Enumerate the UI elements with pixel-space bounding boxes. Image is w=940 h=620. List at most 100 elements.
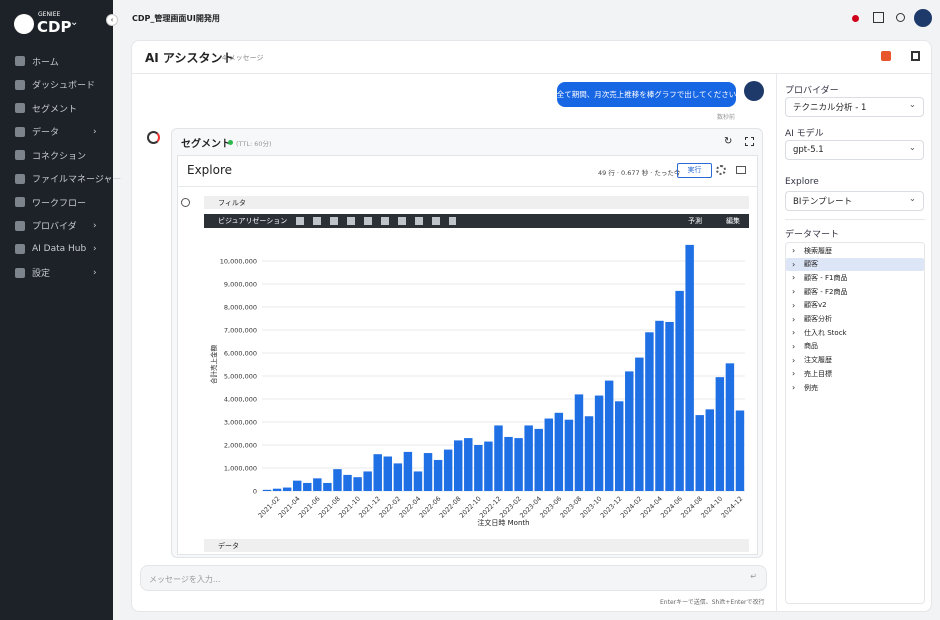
query-stats: 49 行 · 0.677 秒 · たった今 <box>598 169 681 177</box>
y-tick-label: 8,000,000 <box>224 304 257 312</box>
bar <box>262 489 272 491</box>
y-tick-label: 2,000,000 <box>224 442 257 450</box>
nav-icon <box>15 150 25 160</box>
datamart-item[interactable]: 顧客v2 › <box>792 300 827 310</box>
export-button[interactable] <box>881 51 891 61</box>
datamart-item[interactable]: 顧客 - F2商品 › <box>792 287 848 297</box>
nav-item[interactable]: コネクション <box>0 144 113 166</box>
workspace[interactable]: CDP_管理画面UI開発用 <box>132 14 220 23</box>
nav-item[interactable]: セグメント <box>0 97 113 119</box>
model-label: AI モデル <box>785 129 824 139</box>
nav-label: データ <box>32 128 60 138</box>
datamart-item[interactable]: 注文履歴 › <box>792 355 832 365</box>
nav-label: 設定 <box>32 269 51 279</box>
visualization-bar: ビジュアリゼーション 予測 編集 <box>204 214 749 228</box>
layout-button[interactable] <box>911 51 920 61</box>
bar <box>695 415 704 491</box>
collapse-button[interactable]: ‹ <box>106 14 118 26</box>
model-select[interactable]: gpt-5.1 <box>785 140 924 160</box>
nav-arrow: › <box>93 126 97 137</box>
brand-small: GENIEE <box>38 11 61 18</box>
bar <box>534 428 543 491</box>
provider-label: プロバイダー <box>785 86 839 96</box>
bar <box>443 449 453 491</box>
model-value: gpt-5.1 <box>793 145 824 155</box>
settings-button[interactable] <box>716 165 726 175</box>
nav-item[interactable]: ダッシュボード <box>0 74 113 96</box>
datamart-item[interactable]: 顧客 - F1商品 › <box>792 273 848 283</box>
folder-button[interactable] <box>736 166 746 174</box>
nav-item[interactable]: ホーム <box>0 50 113 72</box>
bar <box>282 487 292 491</box>
edit-button[interactable]: 編集 <box>726 217 740 225</box>
bar <box>383 456 393 491</box>
filter-bar[interactable]: フィルタ <box>204 196 749 209</box>
bar <box>413 471 423 491</box>
bar <box>524 425 533 491</box>
bar <box>645 332 654 491</box>
panel-title: AI アシスタント <box>145 51 235 65</box>
bar <box>715 377 725 491</box>
nav-icon <box>15 126 25 137</box>
chart-type-icons[interactable] <box>296 217 456 225</box>
nav-label: ファイルマネージャー <box>32 175 122 185</box>
status-dot <box>228 140 233 145</box>
bar <box>564 419 574 491</box>
nav-label: コネクション <box>32 151 87 162</box>
chevron: › <box>792 314 796 324</box>
y-tick-label: 0 <box>253 488 257 496</box>
nav-item[interactable]: データ › <box>0 121 113 143</box>
provider-select[interactable]: テクニカル分析 - 1 <box>785 97 924 117</box>
bar <box>735 410 745 491</box>
bar <box>544 418 554 491</box>
theme-button[interactable] <box>896 13 905 22</box>
refresh-button[interactable]: ↻ <box>724 136 733 147</box>
datamart-item[interactable]: 検索履歴 › <box>792 246 832 255</box>
nav-label: AI Data Hub <box>32 244 87 254</box>
input-placeholder: メッセージを入力... <box>149 575 221 584</box>
bar <box>655 320 664 491</box>
bar <box>292 480 302 491</box>
bar <box>614 401 624 491</box>
run-button[interactable]: 実行 <box>677 163 712 178</box>
bar <box>313 478 322 491</box>
nav-item[interactable]: プロバイダ › <box>0 215 113 237</box>
nav-icon <box>15 197 25 207</box>
forecast-button[interactable]: 予測 <box>688 217 702 225</box>
bar <box>685 244 694 491</box>
bar <box>474 445 483 491</box>
expand-button[interactable] <box>745 137 754 146</box>
avatar[interactable] <box>914 9 932 27</box>
nav-item[interactable]: 設定 › <box>0 262 113 284</box>
bar <box>343 474 352 491</box>
datamart-item[interactable]: 顧客 › <box>786 257 924 271</box>
datamart-item[interactable]: 例売 › <box>792 383 818 392</box>
nav-icon <box>15 244 25 254</box>
y-tick-label: 1,000,000 <box>224 465 257 473</box>
datamart-item[interactable]: 顧客分析 › <box>792 314 832 324</box>
message-input[interactable]: メッセージを入力... ↵ <box>140 565 767 591</box>
timestamp: 数秒前 <box>717 114 736 121</box>
nav-item[interactable]: ファイルマネージャー <box>0 168 121 190</box>
datamart-item[interactable]: 商品 › <box>792 341 818 351</box>
explore-select[interactable]: BIテンプレート <box>785 191 924 211</box>
bar <box>625 371 634 491</box>
y-tick-label: 6,000,000 <box>224 350 257 358</box>
side-toggle[interactable] <box>181 198 190 207</box>
bar <box>373 454 382 491</box>
chevron: › <box>792 341 796 351</box>
datamart-label: データマート <box>785 230 840 240</box>
send-button[interactable]: ↵ <box>750 572 757 581</box>
nav-item[interactable]: AI Data Hub › <box>0 238 113 260</box>
data-bar[interactable]: データ <box>204 539 749 552</box>
nav-item[interactable]: ワークフロー <box>0 191 113 213</box>
chevron: › <box>792 328 796 338</box>
brand-toggle[interactable]: ⌄ <box>70 17 79 28</box>
datamart-item[interactable]: 仕入れ Stock › <box>792 328 847 338</box>
visualization-label[interactable]: ビジュアリゼーション <box>218 217 288 225</box>
datamart-item[interactable]: 売上目標 › <box>792 369 832 379</box>
brand[interactable]: CDP <box>37 18 72 36</box>
bar <box>323 482 332 491</box>
divider <box>178 186 757 187</box>
fullscreen-button[interactable] <box>873 12 884 23</box>
